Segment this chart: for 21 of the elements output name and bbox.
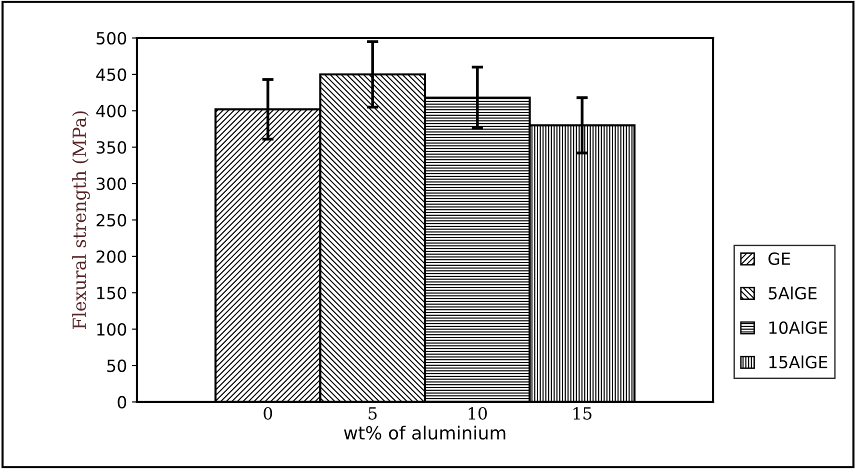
- x-tick-label: 10: [468, 407, 487, 420]
- y-tick-label: 150: [97, 286, 126, 300]
- y-tick-label: 400: [96, 104, 126, 118]
- legend-label: 15AlGE: [769, 356, 828, 368]
- y-axis-title: Flexural strength (MPa): [72, 111, 90, 329]
- y-tick-label: 200: [96, 250, 126, 263]
- x-tick-label: 5: [368, 407, 377, 420]
- legend-label: 5AlGE: [768, 286, 817, 300]
- y-tick-label: 0: [118, 396, 126, 408]
- y-tick-label: 250: [96, 214, 126, 227]
- x-tick-label: 15: [574, 407, 592, 420]
- y-tick-label: 300: [96, 178, 126, 190]
- y-tick-label: 50: [107, 360, 126, 372]
- x-tick-label: 0: [264, 407, 272, 420]
- y-tick-label: 500: [96, 32, 126, 45]
- x-axis-title: wt% of aluminium: [344, 426, 506, 440]
- y-tick-label: 350: [96, 141, 126, 154]
- legend-label: 10AlGE: [769, 321, 828, 334]
- y-tick-label: 450: [96, 68, 126, 81]
- y-tick-label: 100: [97, 323, 126, 336]
- legend-label: GE: [768, 252, 790, 266]
